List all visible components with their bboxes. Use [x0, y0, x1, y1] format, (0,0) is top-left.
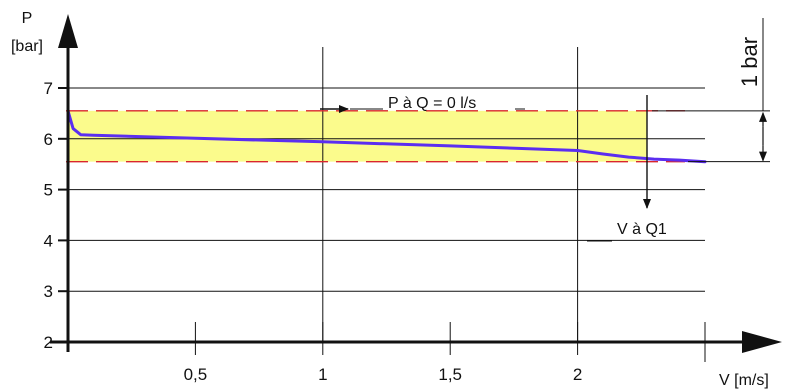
x-tick-label-3: 2 — [573, 365, 582, 384]
curve-point-6 — [449, 145, 452, 147]
curve-point-7 — [576, 149, 579, 152]
curve-point-10 — [653, 158, 655, 160]
y-tick-label-2: 2 — [44, 333, 53, 352]
curve-point-11 — [678, 159, 681, 161]
annotation-v-at-q1: V à Q1 — [617, 221, 667, 238]
y-tick-label-3: 3 — [44, 282, 53, 301]
curve-point-4 — [194, 137, 197, 140]
x-tick-label-1: 1 — [318, 365, 327, 384]
curve-point-1 — [72, 127, 74, 130]
x-tick-label-2: 1,5 — [438, 365, 462, 384]
y-axis-title: P — [22, 10, 33, 27]
y-tick-label-5: 5 — [44, 181, 53, 200]
annotation-p-at-q0: P à Q = 0 l/s — [388, 95, 476, 112]
curve-point-5 — [322, 141, 324, 143]
curve-point-8 — [602, 153, 604, 155]
annotation-one-bar: 1 bar — [737, 37, 762, 87]
y-tick-label-6: 6 — [44, 130, 53, 149]
y-axis-unit: [bar] — [11, 38, 43, 55]
y-axis-arrow-icon — [58, 14, 78, 48]
curve-point-9 — [627, 156, 630, 158]
x-axis-arrow-icon — [742, 331, 782, 353]
y-tick-label-4: 4 — [44, 231, 53, 250]
y-tick-label-7: 7 — [44, 79, 53, 98]
x-axis-title: V [m/s] — [719, 372, 769, 389]
x-tick-label-0: 0,5 — [184, 365, 208, 384]
curve-point-2 — [79, 133, 82, 136]
curve-point-3 — [92, 134, 95, 137]
